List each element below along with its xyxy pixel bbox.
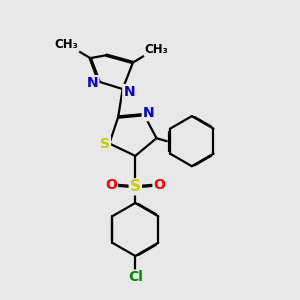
Text: S: S: [100, 136, 110, 151]
Text: N: N: [87, 76, 98, 90]
Text: CH₃: CH₃: [145, 43, 168, 56]
Text: Cl: Cl: [128, 271, 143, 284]
Text: S: S: [130, 179, 141, 194]
Text: N: N: [123, 85, 135, 99]
Text: CH₃: CH₃: [55, 38, 79, 51]
Text: O: O: [154, 178, 165, 192]
Text: N: N: [143, 106, 154, 120]
Text: O: O: [105, 178, 117, 192]
